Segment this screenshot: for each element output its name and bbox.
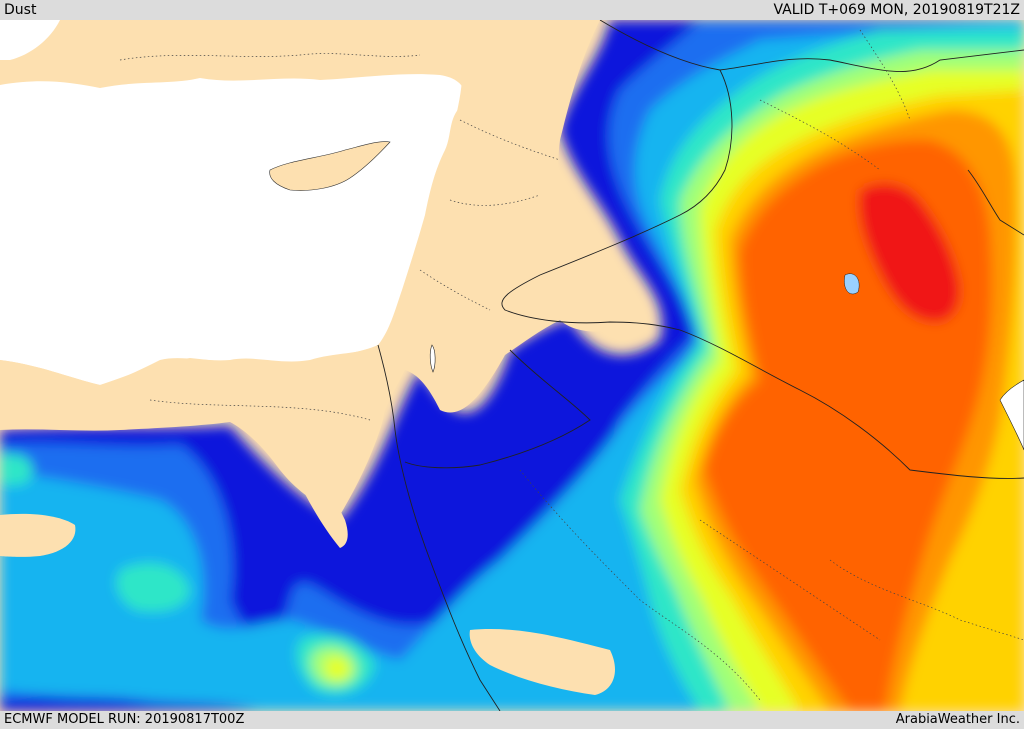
sinai-land — [292, 440, 348, 548]
africa-land-patch — [0, 513, 76, 557]
model-run-label: ECMWF MODEL RUN: 20190817T00Z — [4, 712, 245, 727]
dust-forecast-map — [0, 20, 1024, 711]
internal-borders — [119, 29, 1024, 701]
field-name: Dust — [4, 2, 37, 18]
map-header-bar: Dust VALID T+069 MON, 20190819T21Z — [0, 0, 1024, 20]
levant-land — [373, 20, 640, 430]
iraq-lake — [844, 273, 860, 295]
egypt-land — [0, 345, 386, 515]
valid-time: VALID T+069 MON, 20190819T21Z — [773, 2, 1020, 18]
map-footer-bar: ECMWF MODEL RUN: 20190817T00Z ArabiaWeat… — [0, 711, 1024, 729]
dead-sea — [429, 344, 436, 373]
arabia-land-patch — [469, 629, 615, 695]
gulf-inlet — [999, 379, 1024, 451]
aegean-coast — [0, 20, 60, 60]
credit-label: ArabiaWeather Inc. — [895, 712, 1020, 727]
dust-field — [0, 20, 1024, 711]
boundaries — [377, 20, 1024, 711]
cyprus-island — [269, 141, 391, 191]
